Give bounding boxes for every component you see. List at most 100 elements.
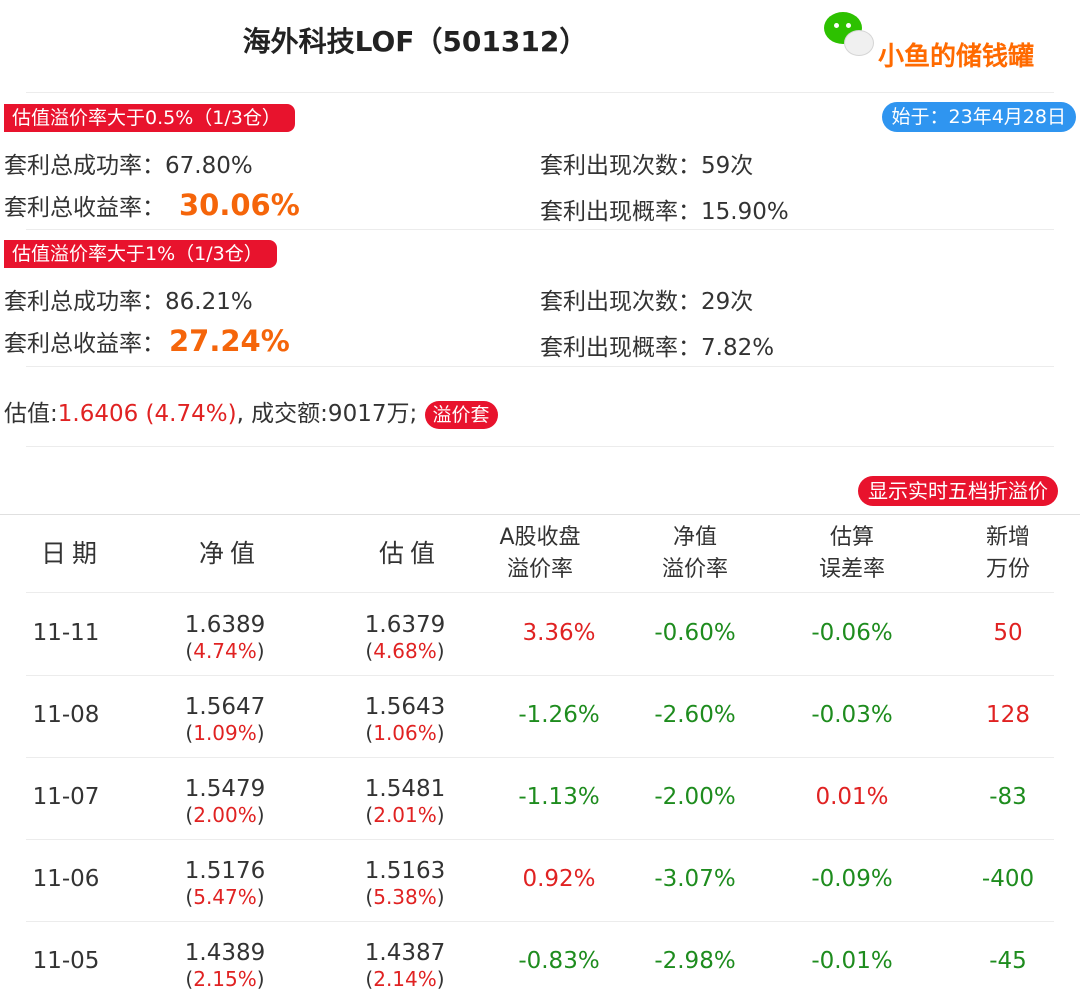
total-return: 套利总收益率： 30.06% [4, 188, 300, 222]
cell-a-premium: 3.36% [522, 620, 596, 646]
col-header-a-premium: A股收盘 溢价率 [499, 525, 581, 582]
cell-date: 11-06 [32, 866, 100, 892]
change-percent: (2.14%) [365, 967, 445, 991]
estimate-value: 1.4387 [364, 940, 446, 966]
cell-new-shares: -400 [981, 866, 1035, 892]
change-value: 2.14% [373, 967, 437, 991]
volume-text: , 成交额:9017万; [236, 401, 418, 427]
brand-logo: 小鱼的储钱罐 [822, 6, 1072, 72]
divider [26, 446, 1054, 447]
estimate-change: (4.74%) [145, 401, 237, 427]
change-percent: (4.68%) [365, 639, 445, 663]
change-percent: (1.09%) [185, 721, 265, 745]
cell-error: -0.09% [811, 866, 893, 892]
cell-new-shares: 50 [993, 620, 1023, 646]
success-rate: 套利总成功率：86.21% [4, 289, 253, 315]
divider [26, 92, 1054, 93]
cell-nav-premium: -2.60% [654, 702, 736, 728]
col-header-nav-premium: 净值 溢价率 [661, 525, 728, 582]
threshold-tag-0-5: 估值溢价率大于0.5%（1/3仓） [4, 104, 295, 132]
page-title: 海外科技LOF（501312） [242, 25, 588, 58]
estimate-value: 1.6379 [364, 612, 446, 638]
cell-error: -0.01% [811, 948, 893, 974]
cell-date: 11-11 [32, 620, 100, 646]
cell-error: 0.01% [815, 784, 889, 810]
arbitrage-count: 套利出现次数：29次 [540, 289, 754, 315]
cell-nav: 1.5647 (1.09%) [170, 694, 280, 746]
cell-a-premium: -1.26% [518, 702, 600, 728]
cell-a-premium: -0.83% [518, 948, 600, 974]
table-top-rule [0, 514, 1080, 515]
row-divider [26, 921, 1054, 922]
change-value: 1.09% [193, 721, 257, 745]
cell-error: -0.06% [811, 620, 893, 646]
threshold-tag-1: 估值溢价率大于1%（1/3仓） [4, 240, 277, 268]
nav-value: 1.6389 [184, 612, 266, 638]
estimate-value: 1.5163 [364, 858, 446, 884]
cell-nav-premium: -0.60% [654, 620, 736, 646]
change-value: 1.06% [373, 721, 437, 745]
cell-estimate: 1.5481 (2.01%) [350, 776, 460, 828]
cell-estimate: 1.4387 (2.14%) [350, 940, 460, 992]
realtime-premium-button[interactable]: 显示实时五档折溢价 [858, 476, 1058, 506]
col-header-date: 日期 [40, 539, 103, 568]
change-value: 5.47% [193, 885, 257, 909]
cell-estimate: 1.6379 (4.68%) [350, 612, 460, 664]
change-percent: (1.06%) [365, 721, 445, 745]
col-header-error: 估算 误差率 [818, 525, 885, 582]
total-return: 套利总收益率： 27.24% [4, 324, 290, 358]
cell-a-premium: -1.13% [518, 784, 600, 810]
change-value: 2.15% [193, 967, 257, 991]
nav-value: 1.5176 [184, 858, 266, 884]
cell-nav: 1.6389 (4.74%) [170, 612, 280, 664]
since-date-badge: 始于：23年4月28日 [881, 102, 1076, 132]
change-value: 4.74% [193, 639, 257, 663]
premium-arbitrage-badge[interactable]: 溢价套 [424, 400, 498, 429]
cell-nav: 1.5479 (2.00%) [170, 776, 280, 828]
row-divider [26, 675, 1054, 676]
cell-new-shares: -45 [989, 948, 1027, 974]
cell-error: -0.03% [811, 702, 893, 728]
row-divider [26, 592, 1054, 593]
cell-new-shares: -83 [989, 784, 1027, 810]
estimate-value: 1.5643 [364, 694, 446, 720]
wechat-icon [824, 12, 862, 44]
cell-nav-premium: -2.00% [654, 784, 736, 810]
arbitrage-probability: 套利出现概率：7.82% [540, 335, 775, 361]
nav-value: 1.5479 [184, 776, 266, 802]
change-value: 2.01% [373, 803, 437, 827]
brand-name: 小鱼的储钱罐 [878, 42, 1035, 72]
change-percent: (2.15%) [185, 967, 265, 991]
success-rate: 套利总成功率：67.80% [4, 153, 253, 179]
estimate-value: 1.5481 [364, 776, 446, 802]
nav-value: 1.5647 [184, 694, 266, 720]
divider [26, 229, 1054, 230]
cell-estimate: 1.5163 (5.38%) [350, 858, 460, 910]
cell-nav-premium: -3.07% [654, 866, 736, 892]
change-value: 5.38% [373, 885, 437, 909]
row-divider [26, 757, 1054, 758]
cell-a-premium: 0.92% [522, 866, 596, 892]
change-percent: (5.38%) [365, 885, 445, 909]
cell-date: 11-07 [32, 784, 100, 810]
wechat-bubble-icon [844, 30, 874, 56]
divider [26, 366, 1054, 367]
cell-estimate: 1.5643 (1.06%) [350, 694, 460, 746]
cell-new-shares: 128 [986, 702, 1030, 728]
arbitrage-count: 套利出现次数：59次 [540, 153, 754, 179]
estimate-summary: 估值:1.6406 (4.74%), 成交额:9017万; 溢价套 [4, 394, 498, 429]
change-percent: (2.01%) [365, 803, 445, 827]
col-header-nav: 净值 [198, 539, 261, 568]
cell-date: 11-08 [32, 702, 100, 728]
change-percent: (4.74%) [185, 639, 265, 663]
row-divider [26, 839, 1054, 840]
change-percent: (5.47%) [185, 885, 265, 909]
cell-nav: 1.5176 (5.47%) [170, 858, 280, 910]
cell-nav: 1.4389 (2.15%) [170, 940, 280, 992]
change-value: 4.68% [373, 639, 437, 663]
change-value: 2.00% [193, 803, 257, 827]
change-percent: (2.00%) [185, 803, 265, 827]
total-return-value: 27.24% [169, 324, 290, 358]
col-header-new-shares: 新增 万份 [985, 525, 1030, 582]
nav-value: 1.4389 [184, 940, 266, 966]
